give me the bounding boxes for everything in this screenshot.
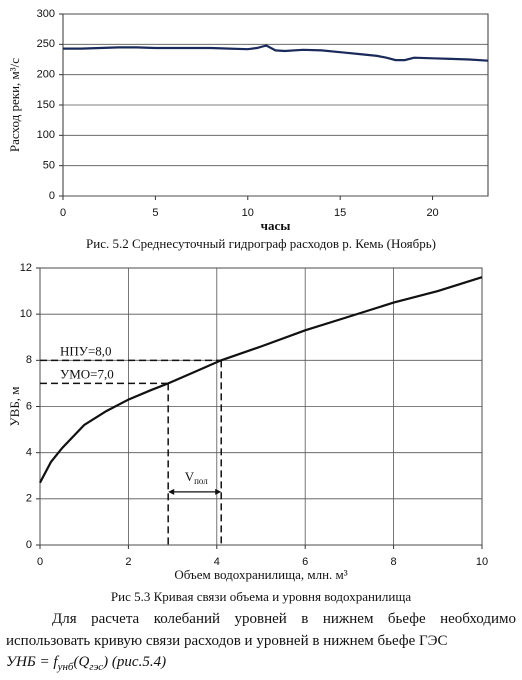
caption: Рис 5.3 Кривая связи объема и уровня вод…: [111, 589, 411, 604]
y-tick-label: 0: [26, 539, 32, 551]
y-tick-label: 12: [20, 262, 32, 274]
annotation-text: V: [185, 469, 195, 484]
y-tick-label: 4: [26, 447, 32, 459]
y-tick-label: 2: [26, 493, 32, 505]
formula-part: f: [53, 654, 58, 670]
x-axis-label: часы: [261, 218, 291, 233]
y-axis-label: УВБ, м: [7, 386, 22, 426]
x-tick-label: 6: [302, 556, 308, 568]
y-tick-label: 150: [37, 99, 55, 111]
arrow-head: [168, 488, 222, 495]
caption: Рис. 5.2 Среднесуточный гидрограф расход…: [86, 236, 436, 251]
y-tick-label: 300: [37, 8, 55, 20]
data-line: [63, 44, 489, 62]
formula-part: (Q: [73, 654, 90, 670]
formula: УНБ = fунб(Qгэс) (рис.5.4): [6, 654, 166, 673]
reference-label: НПУ=8,0: [60, 343, 112, 358]
data-line: [39, 276, 483, 484]
y-axis-label: Расход реки, м³/с: [7, 58, 22, 152]
annotation: Vпол: [185, 469, 209, 486]
reference-label: УМО=7,0: [60, 366, 114, 381]
y-tick-label: 8: [26, 354, 32, 366]
x-tick-label: 8: [391, 556, 397, 568]
paragraph: Для расчета колебаний уровней в нижнем б…: [6, 611, 516, 649]
x-tick-label: 2: [125, 556, 131, 568]
y-tick-label: 10: [20, 308, 32, 320]
y-tick-label: 200: [37, 69, 55, 81]
x-axis-label: Объем водохранилища, млн. м³: [174, 567, 347, 582]
x-tick-label: 0: [37, 556, 43, 568]
formula-subscript: гэс: [89, 661, 104, 673]
x-tick-label: 5: [152, 207, 158, 219]
x-tick-label: 15: [334, 207, 346, 219]
y-tick-label: 250: [37, 38, 55, 50]
formula-part: ) (рис.5.4): [103, 654, 167, 670]
x-tick-label: 0: [60, 207, 66, 219]
formula-subscript: унб: [57, 661, 74, 673]
y-tick-label: 100: [37, 129, 55, 141]
y-tick-label: 6: [26, 400, 32, 412]
x-tick-label: 4: [214, 556, 220, 568]
x-tick-label: 10: [476, 556, 488, 568]
annotation-subscript: пол: [194, 476, 208, 486]
formula-part: УНБ =: [6, 654, 54, 670]
x-tick-label: 10: [242, 207, 254, 219]
x-tick-label: 20: [426, 207, 438, 219]
y-tick-label: 50: [43, 160, 55, 172]
y-tick-label: 0: [49, 190, 55, 202]
